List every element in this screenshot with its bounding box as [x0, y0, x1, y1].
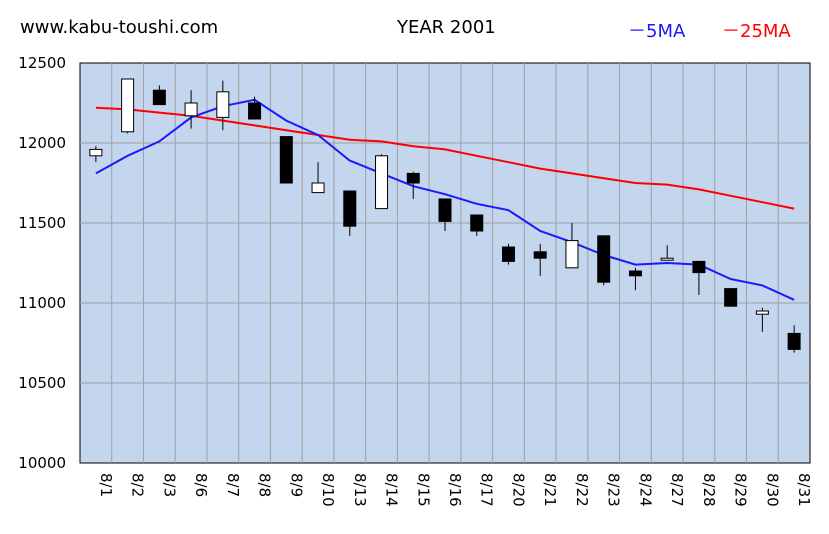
candle-body — [628, 270, 642, 277]
candle-body — [279, 136, 293, 184]
chart-title: YEAR 2001 — [397, 17, 496, 38]
candle — [89, 146, 103, 163]
x-tick-label: 8/7 — [224, 473, 242, 497]
candle-body — [724, 288, 738, 307]
ma25-line — [95, 106, 795, 210]
legend-25ma: －25MA — [722, 21, 791, 42]
ma5-series — [95, 98, 795, 301]
x-tick-label: 8/16 — [446, 473, 464, 507]
candle — [628, 267, 642, 291]
candle — [152, 85, 166, 106]
x-tick-label: 8/15 — [414, 473, 432, 507]
candle — [438, 198, 452, 231]
y-tick-label: 10000 — [18, 454, 66, 472]
x-tick-label: 8/2 — [129, 473, 147, 497]
candle — [470, 214, 484, 236]
plot-background — [79, 62, 811, 464]
candle — [660, 245, 674, 261]
candle-body — [89, 148, 103, 157]
y-axis-ticks: 12500 12000 11500 11000 10500 10000 — [18, 54, 66, 472]
x-tick-label: 8/31 — [795, 473, 813, 507]
site-url: www.kabu-toushi.com — [20, 17, 219, 38]
x-tick-label: 8/30 — [763, 473, 781, 507]
candle-body — [343, 190, 357, 227]
candle-body — [533, 251, 547, 259]
candle — [279, 136, 293, 184]
candle-body — [406, 172, 420, 184]
x-tick-label: 8/20 — [509, 473, 527, 507]
ma5-line — [95, 98, 795, 301]
candle — [565, 223, 579, 269]
candle — [184, 90, 198, 129]
candle-body — [121, 78, 135, 133]
candle — [501, 243, 515, 265]
candle-body — [597, 235, 611, 283]
y-tick-label: 10500 — [18, 374, 66, 392]
x-tick-label: 8/9 — [287, 473, 305, 497]
x-tick-label: 8/28 — [700, 473, 718, 507]
candle-body — [152, 89, 166, 106]
x-tick-label: 8/22 — [573, 473, 591, 507]
y-tick-label: 12000 — [18, 134, 66, 152]
x-tick-label: 8/24 — [636, 473, 654, 507]
x-axis-ticks: 8/1 8/2 8/3 8/6 8/7 8/8 8/9 8/10 8/13 8/14 8/15 8/1… — [97, 473, 813, 507]
candle — [216, 80, 230, 131]
y-tick-label: 11500 — [18, 214, 66, 232]
x-tick-label: 8/13 — [351, 473, 369, 507]
ma25-series — [95, 106, 795, 210]
candle — [121, 78, 135, 134]
x-tick-label: 8/6 — [192, 473, 210, 497]
candle-body — [470, 214, 484, 232]
candle — [406, 171, 420, 199]
candle-body — [660, 257, 674, 261]
candles — [89, 78, 801, 353]
x-tick-label: 8/23 — [605, 473, 623, 507]
y-tick-label: 12500 — [18, 54, 66, 72]
x-tick-label: 8/3 — [160, 473, 178, 497]
candle-body — [501, 246, 515, 262]
x-tick-label: 8/8 — [256, 473, 274, 497]
x-tick-label: 8/10 — [319, 473, 337, 507]
candle — [597, 235, 611, 286]
candle-body — [216, 91, 230, 118]
legend-5ma: －5MA — [628, 21, 686, 42]
candle — [755, 307, 769, 332]
candle-body — [692, 260, 706, 274]
candle — [724, 288, 738, 307]
x-tick-label: 8/17 — [478, 473, 496, 507]
x-tick-label: 8/21 — [541, 473, 559, 507]
candle — [787, 325, 801, 353]
candle-body — [755, 310, 769, 315]
candle-body — [248, 102, 262, 120]
x-tick-label: 8/29 — [732, 473, 750, 507]
candle-body — [311, 182, 325, 194]
candle — [375, 154, 389, 210]
candle-body — [565, 240, 579, 269]
candle-body — [375, 155, 389, 210]
candle — [533, 243, 547, 276]
candle — [248, 96, 262, 120]
candle — [311, 162, 325, 194]
candle-body — [438, 198, 452, 222]
candle-body — [787, 332, 801, 350]
candle — [343, 190, 357, 236]
plot-area — [79, 62, 811, 464]
x-tick-label: 8/1 — [97, 473, 115, 497]
candle — [692, 260, 706, 295]
x-tick-label: 8/14 — [383, 473, 401, 507]
candle-body — [184, 102, 198, 117]
y-tick-label: 11000 — [18, 294, 66, 312]
x-tick-label: 8/27 — [668, 473, 686, 507]
